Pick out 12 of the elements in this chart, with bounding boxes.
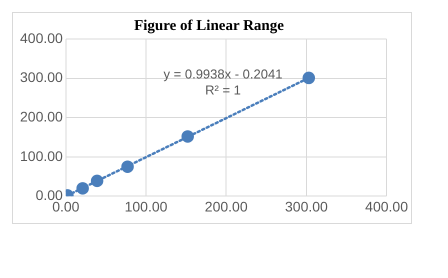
y-tick-label: 100.00 <box>20 148 64 164</box>
x-tick-label: 200.00 <box>204 198 248 214</box>
y-tick-label: 300.00 <box>20 69 64 86</box>
x-tick-label: 400.00 <box>365 198 408 214</box>
y-tick-label: 400.00 <box>20 30 64 46</box>
annotation: R² = 1 <box>205 82 241 98</box>
x-tick-label: 300.00 <box>284 198 328 214</box>
chart-title: Figure of Linear Range <box>134 18 284 34</box>
point <box>302 72 316 84</box>
annotation: y = 0.9938x - 0.2041 <box>164 66 282 82</box>
x-tick-label: 100.00 <box>124 198 168 214</box>
y-tick-label: 200.00 <box>20 108 64 124</box>
